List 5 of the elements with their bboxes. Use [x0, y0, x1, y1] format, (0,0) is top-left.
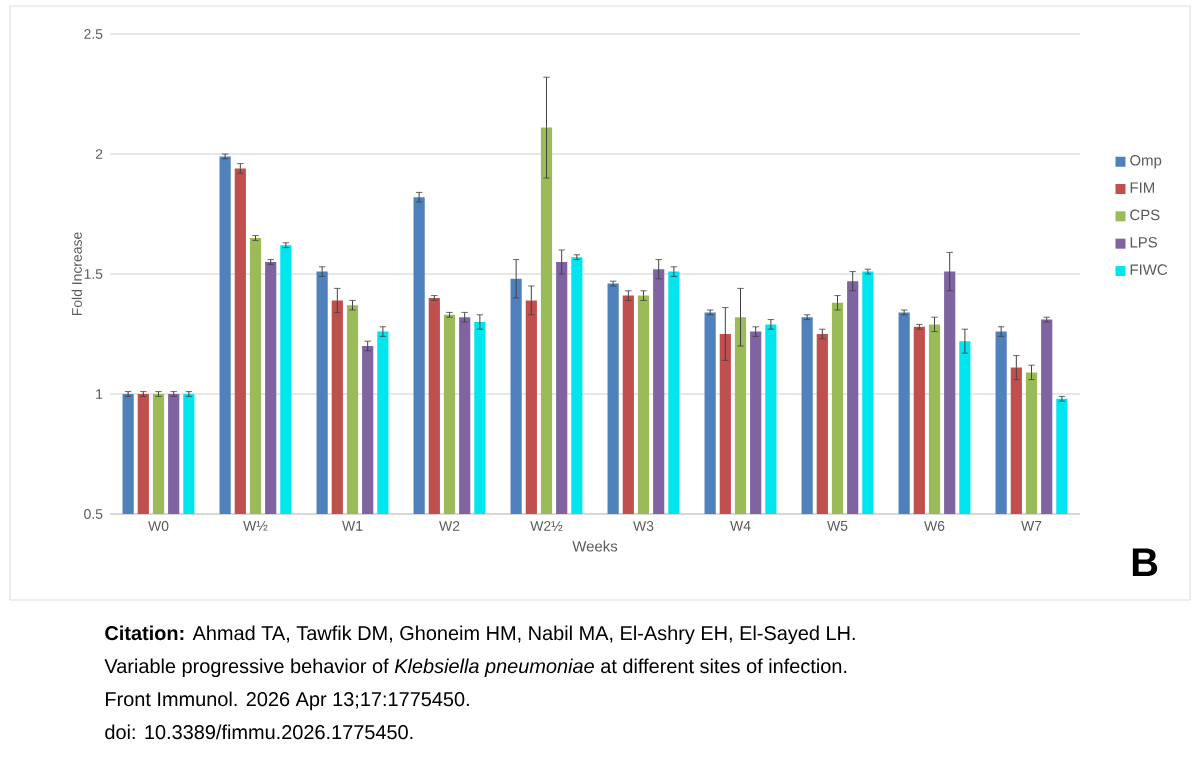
text: Variable progressive behavior of Klebsiella pneumoniae at different sites of infection.	[104, 658, 847, 678]
text: Front Immunol. 2026 Apr 13;17:1775450.	[106, 691, 469, 711]
text: Citation: Ahmad TA, Tawfik DM, Ghoneim HM, Nabil MA, El-Ashry EH, El-Sayed LH.	[105, 625, 855, 645]
text: doi: 10.3389/fimmu.2026.1775450.	[105, 724, 413, 740]
text: B	[1132, 548, 1158, 576]
